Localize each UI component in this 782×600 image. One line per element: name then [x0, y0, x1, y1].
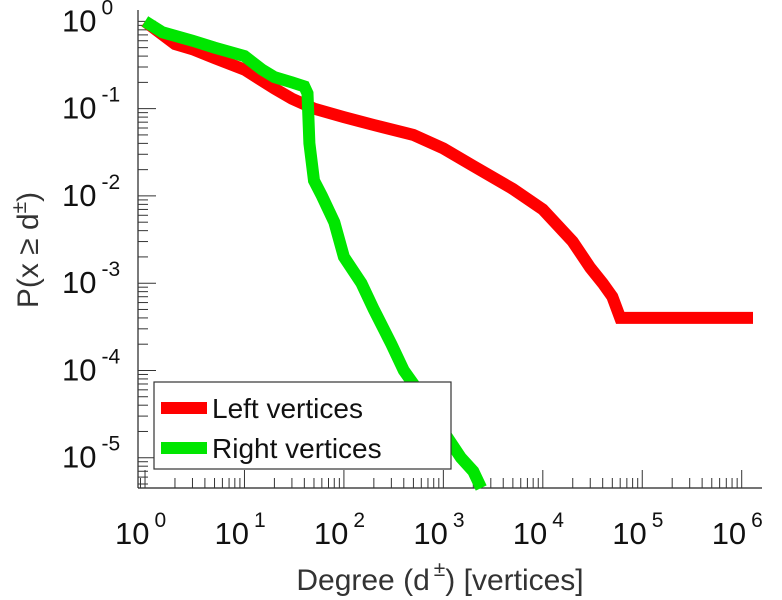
axes	[137, 10, 762, 489]
y-tick-label: 10 -2	[62, 171, 120, 213]
x-tick-label: 10 3	[413, 509, 464, 551]
x-tick-label: 10 0	[115, 509, 166, 551]
x-tick-label: 10 5	[612, 509, 663, 551]
x-tick-label: 10 6	[712, 509, 763, 551]
x-tick-label: 10 1	[214, 509, 265, 551]
x-tick-label: 10 2	[314, 509, 365, 551]
y-tick-label: 10 0	[62, 0, 113, 38]
legend-box	[153, 381, 452, 470]
y-tick-label: 10 -3	[62, 258, 120, 300]
x-axis-label: Degree (d ±) [vertices]	[296, 558, 583, 597]
legend-label-left-vertices: Left vertices	[212, 393, 363, 424]
minor-ticks	[138, 20, 743, 488]
y-tick-label: 10 -1	[62, 84, 120, 126]
legend: Left vertices Right vertices	[153, 381, 452, 470]
legend-label-right-vertices: Right vertices	[212, 433, 382, 464]
y-axis-label: P(x ≥ d±)	[8, 192, 45, 308]
y-tick-label: 10 -5	[62, 433, 120, 475]
x-tick-label: 10 4	[513, 509, 564, 551]
x-tick-labels: 10 0 10 1 10 2 10 3 10 4 10 5 10 6	[115, 509, 763, 551]
series-line-left-vertices	[141, 16, 753, 324]
y-tick-label: 10 -4	[62, 345, 120, 387]
